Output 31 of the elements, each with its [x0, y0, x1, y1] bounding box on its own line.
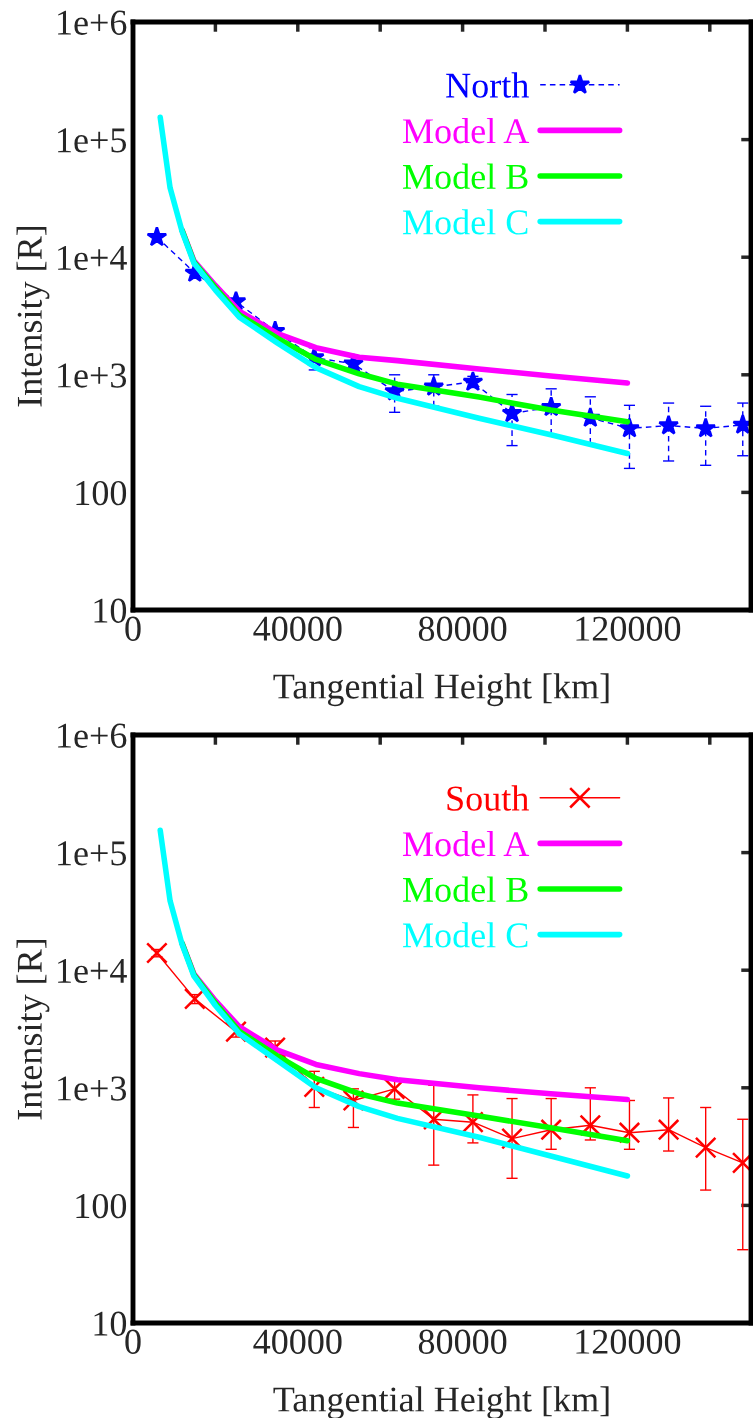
y-tick-label: 1e+5	[58, 128, 127, 153]
x-tick-label: 0	[125, 1329, 141, 1354]
y-tick-label: 1e+4	[58, 245, 127, 271]
x-tick-label: 120000	[576, 1329, 681, 1354]
y-tick-label: 100	[76, 480, 127, 506]
y-tick-label: 1e+4	[58, 958, 127, 984]
legend-label: Model C	[402, 209, 528, 235]
legend-label: Model B	[402, 876, 528, 902]
x-tick-label: 120000	[576, 616, 681, 641]
y-tick-label: 1e+5	[58, 841, 127, 866]
y-axis-title: Intensity [R]	[16, 939, 50, 1120]
legend-label: North	[446, 72, 529, 98]
y-tick-label: 1e+3	[58, 1076, 127, 1101]
x-tick-label: 40000	[253, 616, 342, 641]
legend-label: South	[447, 785, 529, 811]
x-tick-label: 40000	[253, 1329, 342, 1354]
legend-label: Model A	[402, 830, 530, 857]
y-tick-label: 1e+3	[58, 363, 127, 388]
y-axis-title: Intensity [R]	[16, 226, 50, 407]
x-tick-label: 80000	[418, 1329, 507, 1354]
y-tick-label: 10	[94, 598, 127, 623]
x-tick-label: 80000	[418, 616, 507, 641]
legend-label: Model A	[402, 117, 530, 144]
legend-label: Model B	[402, 163, 528, 189]
y-tick-label: 1e+6	[58, 10, 127, 35]
y-tick-label: 1e+6	[58, 723, 127, 748]
y-tick-label: 10	[94, 1311, 127, 1336]
x-axis-title: Tangential Height [km]	[273, 673, 609, 707]
x-tick-label: 0	[125, 616, 141, 641]
y-tick-label: 100	[76, 1193, 127, 1219]
legend-label: Model C	[402, 922, 528, 948]
